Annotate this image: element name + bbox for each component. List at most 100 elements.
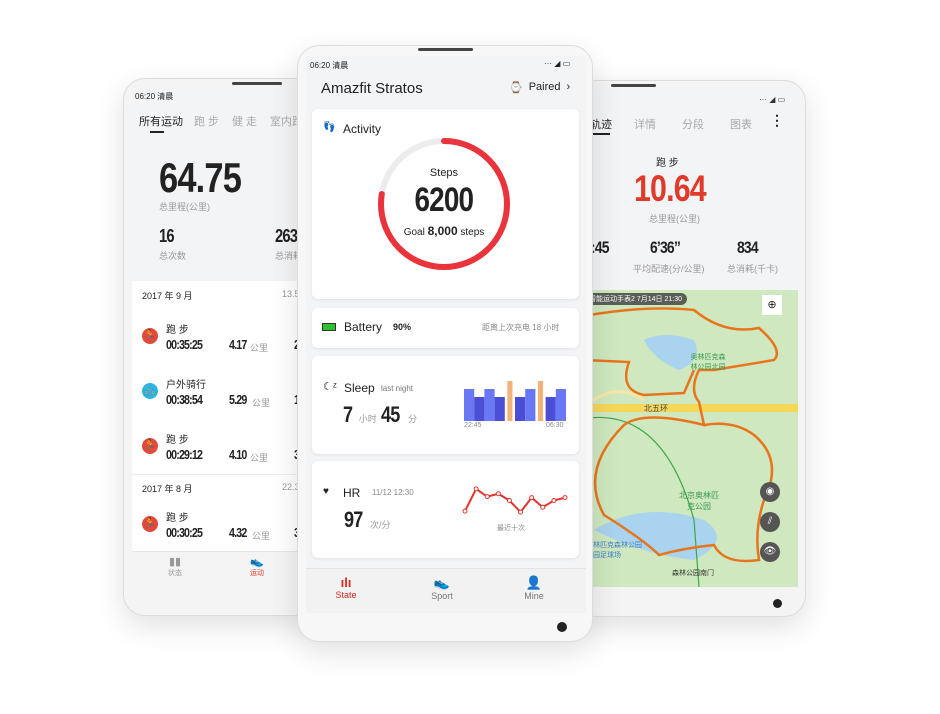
- center-screen: 06:20 清晨 ··· ◢ ▭ Amazfit Stratos ⌚ Paire…: [306, 56, 586, 613]
- total-calories: 263: [275, 226, 298, 246]
- bar-chart-icon: ılı: [340, 575, 352, 590]
- nav-sport[interactable]: 👟 Sport: [422, 575, 462, 601]
- hr-point: [551, 498, 557, 503]
- nav-mine[interactable]: 👤 Mine: [516, 575, 552, 601]
- status-icons: ··· ◢ ▭: [759, 95, 786, 104]
- activity-type: 跑 步: [166, 325, 189, 336]
- watch-icon: ⌚: [509, 82, 523, 94]
- nav-state[interactable]: ılı State: [328, 575, 364, 600]
- map-banner: 智能运动手表2 7月14日 21:30: [584, 293, 687, 305]
- distance: 4.17: [229, 337, 247, 352]
- target-icon[interactable]: ◉: [760, 482, 780, 502]
- map-label: 北京奥林匹克公园: [679, 491, 719, 511]
- sleep-stage-awake: [537, 381, 544, 421]
- battery-title: Battery: [344, 320, 383, 334]
- status-icons: ··· ◢ ▭: [544, 59, 571, 68]
- sleep-stage-light: [555, 389, 566, 421]
- home-button: [773, 599, 782, 608]
- sleep-card[interactable]: ☾ᶻ Sleep last night 7 小时 45 分 22:45 06:3…: [312, 356, 579, 454]
- calories-value: 834: [737, 238, 759, 257]
- nav-label: Mine: [524, 591, 544, 601]
- battery-icon: [322, 323, 336, 331]
- hr-point: [473, 486, 479, 492]
- sleep-minutes: 45: [381, 402, 400, 427]
- distance: 4.10: [229, 447, 247, 462]
- shoe-icon: 👟: [250, 556, 264, 568]
- paired-button[interactable]: ⌚ Paired ›: [509, 81, 570, 94]
- layers-icon[interactable]: ⫽: [760, 512, 780, 532]
- hours-unit: 小时: [358, 414, 377, 424]
- activity-type: 跑 步: [166, 513, 189, 524]
- steps-value: 6200: [414, 181, 475, 219]
- extra: 2: [294, 337, 300, 352]
- duration: 00:38:54: [166, 392, 203, 407]
- bottom-nav: ▮▮ 状态 👟 运动: [132, 551, 322, 583]
- running-icon: 🏃: [142, 516, 158, 532]
- left-screen: 06:20 清晨 所有运动 跑 步 健 走 室内跑 64.75 总里程(公里) …: [132, 88, 322, 583]
- hr-point: [495, 491, 501, 497]
- sleep-hours: 7: [343, 402, 353, 427]
- nav-sport[interactable]: 👟 运动: [242, 555, 272, 578]
- tab-indoor[interactable]: 室内跑: [270, 116, 303, 128]
- sleep-subtitle: last night: [381, 384, 414, 393]
- map-label: 森林公园南门: [672, 570, 714, 577]
- sleep-stage-deep: [474, 397, 485, 421]
- hr-time: 11/12 12:30: [372, 488, 414, 497]
- goal-label: Goal: [403, 227, 425, 238]
- left-phone: 06:20 清晨 所有运动 跑 步 健 走 室内跑 64.75 总里程(公里) …: [123, 78, 323, 616]
- activity-card[interactable]: 👣 Activity Steps 6200 Goal 8,000 steps: [312, 109, 579, 299]
- map-label: 奥林匹克森林公园北园: [690, 354, 726, 371]
- activity-type: 户外骑行: [166, 380, 206, 391]
- person-icon: 👤: [525, 575, 543, 590]
- goal-row: Goal 8,000 steps: [374, 224, 514, 238]
- extra: 3: [294, 525, 300, 540]
- since-charge: 距离上次充电 18 小时: [482, 323, 560, 332]
- nav-label: 状态: [168, 570, 182, 577]
- hr-card[interactable]: ♥ HR 11/12 12:30 97 次/分 最近十次: [312, 461, 579, 558]
- route-map[interactable]: 智能运动手表2 7月14日 21:30 ⊕ 奥林匹克森林公园北园 北五环 北京奥…: [584, 290, 798, 587]
- battery-card[interactable]: Battery 90% 距离上次充电 18 小时: [312, 308, 579, 348]
- tab-all[interactable]: 所有运动: [139, 116, 183, 128]
- total-count-label: 总次数: [159, 251, 187, 261]
- map-label: 北五环: [644, 404, 668, 413]
- sleep-start: 22:45: [464, 422, 482, 429]
- tab-details[interactable]: 详情: [634, 119, 656, 131]
- minutes-unit: 分: [408, 414, 418, 424]
- tab-charts[interactable]: 图表: [730, 119, 752, 131]
- total-count: 16: [159, 226, 175, 246]
- unit: 公里: [252, 398, 271, 408]
- hr-title: HR: [343, 486, 361, 500]
- hr-chart: [462, 486, 568, 515]
- map-label: 奥林匹克森林公园南园足球场: [586, 542, 642, 559]
- tab-walk[interactable]: 健 走: [232, 116, 258, 128]
- tab-splits[interactable]: 分段: [682, 119, 704, 131]
- home-button: [557, 622, 567, 632]
- steps-progress-ring: [378, 138, 510, 270]
- total-calories-label: 总消耗: [275, 251, 303, 261]
- duration: 00:35:25: [166, 337, 203, 352]
- hr-point: [540, 504, 546, 510]
- nav-label: Sport: [431, 591, 453, 601]
- page-title: Amazfit Stratos: [321, 80, 423, 97]
- month-header: 2017 年 8 月: [142, 484, 193, 494]
- center-phone: 06:20 清晨 ··· ◢ ▭ Amazfit Stratos ⌚ Paire…: [297, 45, 593, 642]
- chevron-right-icon: ›: [566, 81, 571, 93]
- extra: 1: [294, 392, 300, 407]
- shoe-icon: 👟: [433, 575, 451, 590]
- distance: 4.32: [229, 525, 247, 540]
- eye-icon[interactable]: 👁: [760, 542, 780, 562]
- hr-point: [529, 495, 535, 501]
- footprints-icon: 👣: [323, 122, 336, 133]
- hr-point: [562, 495, 568, 501]
- more-icon[interactable]: ⋮: [770, 112, 784, 128]
- bottom-nav: ılı State 👟 Sport 👤 Mine: [306, 568, 586, 613]
- tab-track[interactable]: 轨迹: [590, 119, 612, 131]
- tab-run[interactable]: 跑 步: [194, 116, 220, 128]
- hr-point: [518, 509, 524, 515]
- distance-label: 总里程(公里): [649, 214, 700, 224]
- sleep-stage-deep: [545, 397, 556, 421]
- nav-state[interactable]: ▮▮ 状态: [160, 555, 190, 578]
- paired-label: Paired: [528, 81, 561, 93]
- month-summary: 13.5: [282, 289, 300, 299]
- zoom-in-icon[interactable]: ⊕: [762, 295, 782, 315]
